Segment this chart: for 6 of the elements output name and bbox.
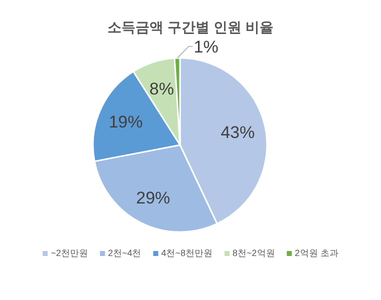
legend-label: 2억원 초과 — [294, 248, 338, 258]
legend-label: 8천~2억원 — [232, 248, 275, 258]
legend-label: ~2천만원 — [50, 248, 88, 258]
title: 소득금액 구간별 인원 비율 — [108, 19, 274, 35]
legend-label: 2천~4천 — [108, 248, 142, 258]
legend-label: 4천~8천만원 — [161, 248, 213, 258]
